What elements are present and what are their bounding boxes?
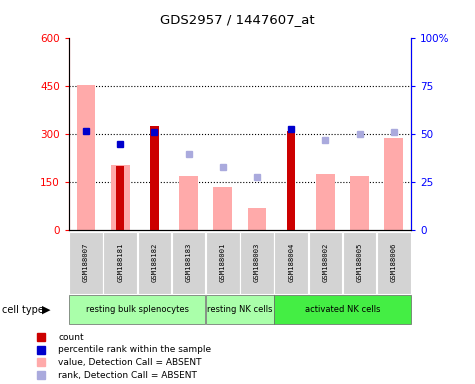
- Text: GSM188007: GSM188007: [83, 243, 89, 282]
- Text: resting NK cells: resting NK cells: [207, 305, 273, 314]
- Bar: [343, 232, 376, 294]
- Bar: [247, 208, 266, 230]
- Text: value, Detection Call = ABSENT: value, Detection Call = ABSENT: [58, 358, 202, 367]
- Bar: [377, 232, 410, 294]
- Bar: [206, 232, 239, 294]
- Bar: [213, 187, 232, 230]
- Text: GSM188001: GSM188001: [220, 243, 226, 282]
- Bar: [275, 295, 410, 324]
- Text: GSM188181: GSM188181: [117, 243, 123, 282]
- Bar: [179, 176, 198, 230]
- Text: count: count: [58, 333, 84, 342]
- Text: GSM188183: GSM188183: [186, 243, 191, 282]
- Bar: [384, 137, 403, 230]
- Bar: [309, 232, 342, 294]
- Bar: [240, 232, 274, 294]
- Bar: [116, 166, 124, 230]
- Bar: [206, 295, 274, 324]
- Text: GSM188004: GSM188004: [288, 243, 294, 282]
- Text: ▶: ▶: [42, 305, 50, 314]
- Bar: [104, 232, 137, 294]
- Text: GSM188003: GSM188003: [254, 243, 260, 282]
- Text: GSM188002: GSM188002: [323, 243, 328, 282]
- Text: activated NK cells: activated NK cells: [305, 305, 380, 314]
- Bar: [287, 131, 295, 230]
- Bar: [316, 174, 335, 230]
- Text: GSM188006: GSM188006: [391, 243, 397, 282]
- Text: GSM188182: GSM188182: [152, 243, 157, 282]
- Text: GDS2957 / 1447607_at: GDS2957 / 1447607_at: [160, 13, 315, 26]
- Text: GSM188005: GSM188005: [357, 243, 362, 282]
- Bar: [172, 232, 205, 294]
- Bar: [138, 232, 171, 294]
- Bar: [76, 85, 95, 230]
- Text: cell type: cell type: [2, 305, 44, 314]
- Bar: [69, 295, 205, 324]
- Text: percentile rank within the sample: percentile rank within the sample: [58, 345, 211, 354]
- Bar: [69, 232, 103, 294]
- Bar: [150, 126, 159, 230]
- Bar: [111, 165, 130, 230]
- Bar: [275, 232, 308, 294]
- Bar: [350, 176, 369, 230]
- Text: rank, Detection Call = ABSENT: rank, Detection Call = ABSENT: [58, 371, 197, 380]
- Text: resting bulk splenocytes: resting bulk splenocytes: [86, 305, 189, 314]
